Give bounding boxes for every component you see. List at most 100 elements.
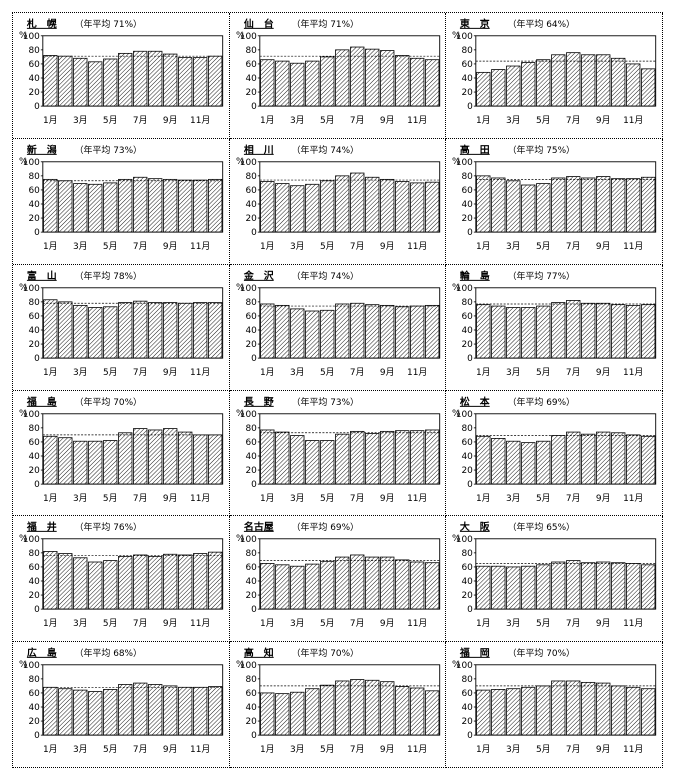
chart-title-average: （年平均 70%） [75,395,142,407]
bar [536,685,551,736]
y-axis-unit: % [19,282,27,292]
bar [641,68,656,107]
bar [163,53,178,107]
y-tick-label: 20 [28,340,40,350]
bar [581,302,596,359]
bar [596,561,611,610]
y-tick-label: 100 [456,409,473,419]
city-chart: 札 幌 （年平均 71%）% 0 20 40 60 80 100 1月 3月 5月 7月 9月 11月 [13,13,230,139]
x-tick-label: 1月 [260,115,275,126]
x-tick-label: 5月 [536,367,551,378]
y-tick-label: 0 [34,102,40,112]
chart-title-city: 福 岡 [459,646,490,659]
chart-title-average: （年平均 71%） [291,18,358,30]
y-tick-label: 0 [467,605,473,615]
y-tick-label: 0 [251,605,257,615]
y-tick-label: 100 [23,535,40,545]
bar [73,57,88,107]
chart-title-city: 新 潟 [27,143,57,156]
y-tick-label: 20 [462,214,474,224]
y-tick-label: 40 [245,703,257,713]
x-tick-label: 5月 [536,618,551,629]
chart-title-average: （年平均 76%） [75,521,142,533]
x-tick-label: 11月 [407,744,427,755]
x-tick-label: 3月 [73,492,88,503]
bar [596,175,611,233]
bar [178,687,193,736]
bar [58,301,73,359]
x-tick-label: 7月 [350,492,365,503]
chart-title-city: 仙 台 [244,17,274,30]
y-tick-label: 100 [239,32,256,42]
x-tick-label: 5月 [103,618,118,629]
x-tick-label: 1月 [476,367,491,378]
plot-frame [259,412,440,485]
y-tick-label: 100 [23,283,40,293]
x-tick-label: 3月 [290,367,305,378]
y-tick-label: 20 [28,717,40,727]
bar [319,180,335,233]
bar [506,306,521,359]
bar [118,178,133,233]
x-tick-label: 11月 [623,618,643,629]
plot-frame [475,35,657,107]
y-tick-label: 20 [462,591,474,601]
bar [379,304,395,359]
city-chart: 富 山 （年平均 78%）% 0 20 40 60 80 100 1月 3月 5月 7月 9月 11月 [13,264,230,391]
y-tick-label: 100 [456,535,473,545]
bar [304,439,320,485]
x-tick-label: 1月 [43,367,58,378]
x-tick-label: 1月 [43,618,58,629]
x-tick-label: 9月 [380,241,395,252]
x-tick-label: 9月 [380,367,395,378]
chart-title-average: （年平均 78%） [75,270,142,282]
bar [424,181,440,233]
bar [163,301,178,359]
city-chart: 福 島 （年平均 70%）% 0 20 40 60 80 100 1月 3月 5月 7月 9月 11月 [13,390,230,517]
bar [163,178,178,233]
y-tick-label: 40 [245,326,257,336]
bar [506,440,521,485]
bar [491,177,506,233]
y-tick-label: 80 [462,675,474,685]
bar [581,433,596,485]
bar [491,566,506,610]
x-tick-label: 1月 [43,492,58,503]
bar [289,566,305,610]
bar [43,551,58,610]
bar [289,62,305,107]
y-tick-label: 60 [245,563,257,573]
y-tick-label: 100 [456,283,473,293]
bar [349,302,365,359]
bar [379,178,395,233]
y-tick-label: 20 [462,466,474,476]
x-tick-label: 5月 [103,241,118,252]
bar [424,690,440,736]
bar [178,57,193,107]
bar [304,564,320,610]
y-tick-label: 60 [245,60,257,70]
bar [379,430,395,485]
plot-frame [475,664,657,736]
bar [506,688,521,736]
y-tick-label: 60 [462,437,474,447]
chart-svg: 新 潟 （年平均 73%）% 0 20 40 60 80 100 1月 3月 5月 7月 9月 11月 [19,143,224,252]
bar [289,691,305,736]
x-tick-label: 1月 [260,492,275,503]
y-tick-label: 60 [28,437,40,447]
bar [349,430,365,485]
bar [334,680,350,736]
y-tick-label: 0 [467,354,473,364]
x-tick-label: 7月 [566,618,581,629]
x-tick-label: 7月 [133,115,148,126]
bar [566,175,581,233]
y-tick-label: 60 [245,437,257,447]
y-tick-label: 20 [245,591,257,601]
x-tick-label: 11月 [623,744,643,755]
bar [88,61,103,107]
city-chart: 新 潟 （年平均 73%）% 0 20 40 60 80 100 1月 3月 5月 7月 9月 11月 [13,138,230,265]
y-axis-unit: % [452,660,460,670]
bar [551,561,566,610]
x-tick-label: 3月 [506,241,521,252]
x-tick-label: 7月 [566,241,581,252]
